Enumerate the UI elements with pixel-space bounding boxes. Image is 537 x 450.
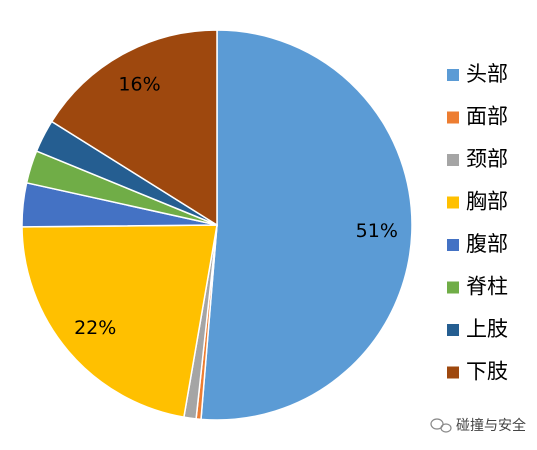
legend-swatch [447, 366, 459, 379]
watermark: 碰撞与安全 [456, 417, 526, 434]
legend-swatch [447, 69, 459, 81]
legend-swatch [447, 154, 459, 166]
legend-label: 头部 [466, 62, 508, 86]
legend-label: 胸部 [466, 190, 508, 214]
data-label: 51% [356, 220, 398, 242]
legend-swatch [447, 324, 459, 336]
legend-label: 下肢 [466, 360, 508, 384]
data-label: 22% [74, 317, 116, 339]
legend-swatch [447, 196, 459, 209]
watermark-icon [430, 418, 452, 433]
legend-label: 脊柱 [466, 275, 508, 299]
pie-slice [50, 29, 218, 227]
pie-slice [21, 224, 218, 419]
legend-label: 颈部 [466, 147, 508, 171]
data-label: 16% [118, 74, 160, 96]
legend-swatch [447, 239, 459, 251]
legend-swatch [447, 281, 459, 294]
pie-slice [200, 29, 413, 421]
legend-label: 上肢 [466, 317, 508, 341]
legend-swatch [447, 111, 459, 124]
legend-label: 腹部 [466, 232, 508, 256]
legend-label: 面部 [466, 105, 508, 129]
